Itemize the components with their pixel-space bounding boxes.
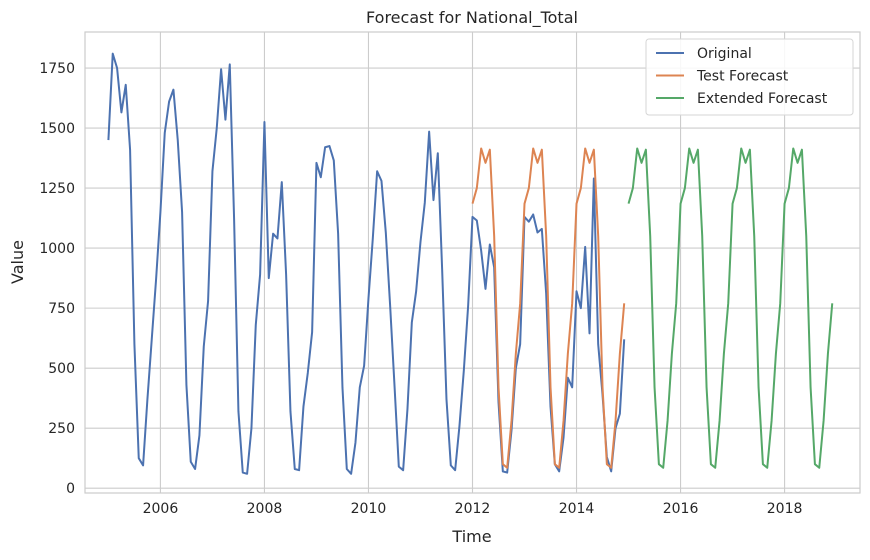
legend-label-original: Original <box>697 46 752 62</box>
y-tick-label: 250 <box>48 421 75 437</box>
legend-label-extended-forecast: Extended Forecast <box>697 91 828 107</box>
legend: Original Test Forecast Extended Forecast <box>645 38 854 116</box>
y-tick-label: 1000 <box>39 241 75 257</box>
x-tick-label: 2016 <box>663 501 699 517</box>
series-lines <box>107 52 834 475</box>
tick-labels: 2006 2008 2010 2012 2014 2016 2018 0 250 500 750 10… <box>39 61 802 517</box>
legend-label-test-forecast: Test Forecast <box>696 69 789 85</box>
x-tick-label: 2018 <box>767 501 803 517</box>
y-tick-label: 1750 <box>39 61 75 77</box>
series-line-test-forecast <box>471 147 626 469</box>
legend-box <box>645 38 854 116</box>
y-tick-label: 0 <box>66 481 75 497</box>
y-axis-label: Value <box>8 240 27 284</box>
y-tick-label: 1250 <box>39 181 75 197</box>
chart-title: Forecast for National_Total <box>366 8 578 28</box>
series-line-original <box>107 52 626 475</box>
x-tick-label: 2008 <box>247 501 283 517</box>
x-axis-label: Time <box>451 527 491 546</box>
y-tick-label: 1500 <box>39 121 75 137</box>
plot-frame <box>84 31 861 494</box>
x-tick-label: 2006 <box>143 501 179 517</box>
series-line-extended-forecast <box>627 147 834 469</box>
x-tick-label: 2014 <box>559 501 595 517</box>
y-tick-label: 500 <box>48 361 75 377</box>
x-tick-label: 2012 <box>455 501 491 517</box>
x-tick-label: 2010 <box>351 501 387 517</box>
y-tick-label: 750 <box>48 301 75 317</box>
